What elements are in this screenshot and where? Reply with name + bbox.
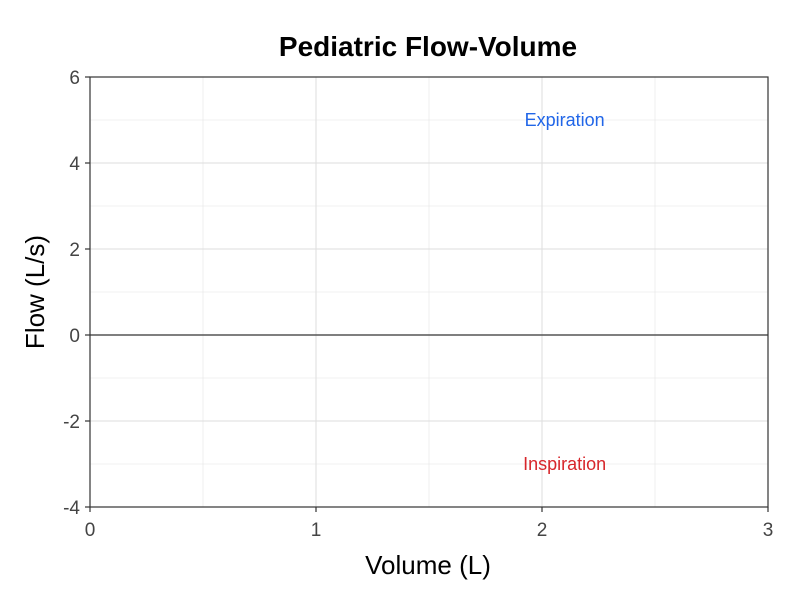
y-tick-label: -2: [63, 412, 80, 433]
chart-annotations: Expiration Inspiration: [523, 110, 606, 474]
x-tick-label: 2: [537, 520, 548, 541]
y-tick-label: -4: [63, 498, 80, 519]
annotation-inspiration: Inspiration: [523, 454, 606, 474]
chart-title: Pediatric Flow-Volume: [279, 31, 577, 62]
y-tick-label: 0: [69, 326, 80, 347]
y-axis-title: Flow (L/s): [20, 235, 50, 349]
x-tick-label: 3: [763, 520, 774, 541]
minor-grid: [90, 77, 768, 507]
x-axis-ticks: 0 1 2 3: [85, 507, 774, 541]
y-tick-label: 6: [69, 68, 80, 89]
x-axis-title: Volume (L): [365, 550, 491, 580]
x-tick-label: 0: [85, 520, 96, 541]
y-axis-ticks: -4 -2 0 2 4 6: [63, 68, 90, 519]
y-tick-label: 4: [69, 154, 80, 175]
x-tick-label: 1: [311, 520, 322, 541]
y-tick-label: 2: [69, 240, 80, 261]
plot-panel-border: [89, 76, 769, 508]
annotation-expiration: Expiration: [525, 110, 605, 130]
